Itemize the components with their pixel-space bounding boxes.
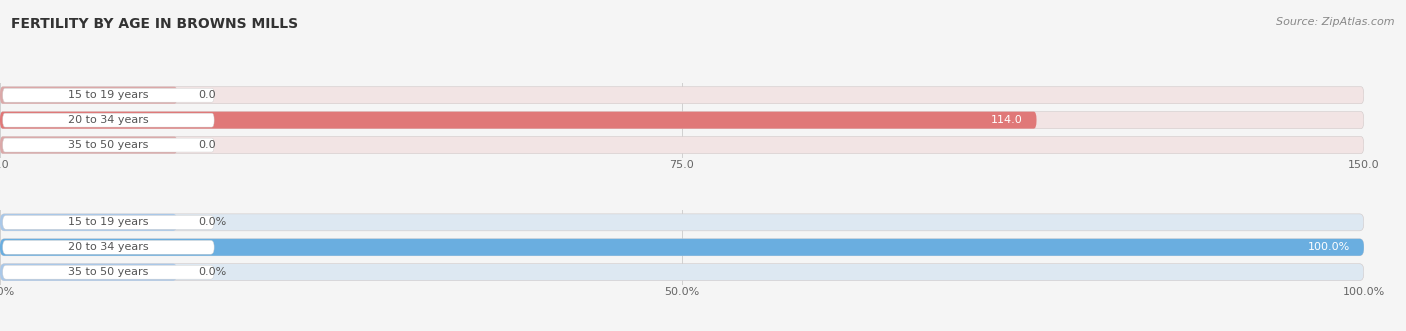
FancyBboxPatch shape — [0, 112, 1036, 129]
Text: 20 to 34 years: 20 to 34 years — [67, 242, 149, 252]
FancyBboxPatch shape — [0, 214, 177, 231]
FancyBboxPatch shape — [0, 112, 1364, 129]
Text: 0.0%: 0.0% — [198, 217, 226, 227]
Text: 0.0%: 0.0% — [198, 267, 226, 277]
FancyBboxPatch shape — [3, 215, 214, 229]
FancyBboxPatch shape — [0, 214, 1364, 231]
FancyBboxPatch shape — [3, 240, 214, 254]
Text: 15 to 19 years: 15 to 19 years — [67, 90, 149, 100]
Text: 15 to 19 years: 15 to 19 years — [67, 217, 149, 227]
Text: 20 to 34 years: 20 to 34 years — [67, 115, 149, 125]
FancyBboxPatch shape — [0, 264, 177, 281]
FancyBboxPatch shape — [0, 137, 1364, 154]
Text: 0.0: 0.0 — [198, 140, 215, 150]
FancyBboxPatch shape — [0, 239, 1364, 256]
FancyBboxPatch shape — [0, 239, 1364, 256]
Text: 35 to 50 years: 35 to 50 years — [69, 267, 149, 277]
Text: 35 to 50 years: 35 to 50 years — [69, 140, 149, 150]
Text: 100.0%: 100.0% — [1308, 242, 1350, 252]
FancyBboxPatch shape — [0, 87, 177, 104]
FancyBboxPatch shape — [3, 138, 214, 152]
FancyBboxPatch shape — [3, 265, 214, 279]
Text: FERTILITY BY AGE IN BROWNS MILLS: FERTILITY BY AGE IN BROWNS MILLS — [11, 17, 298, 30]
FancyBboxPatch shape — [0, 137, 177, 154]
Text: 0.0: 0.0 — [198, 90, 215, 100]
Text: 114.0: 114.0 — [991, 115, 1024, 125]
FancyBboxPatch shape — [3, 113, 214, 127]
FancyBboxPatch shape — [3, 88, 214, 102]
FancyBboxPatch shape — [0, 264, 1364, 281]
Text: Source: ZipAtlas.com: Source: ZipAtlas.com — [1277, 17, 1395, 26]
FancyBboxPatch shape — [0, 87, 1364, 104]
